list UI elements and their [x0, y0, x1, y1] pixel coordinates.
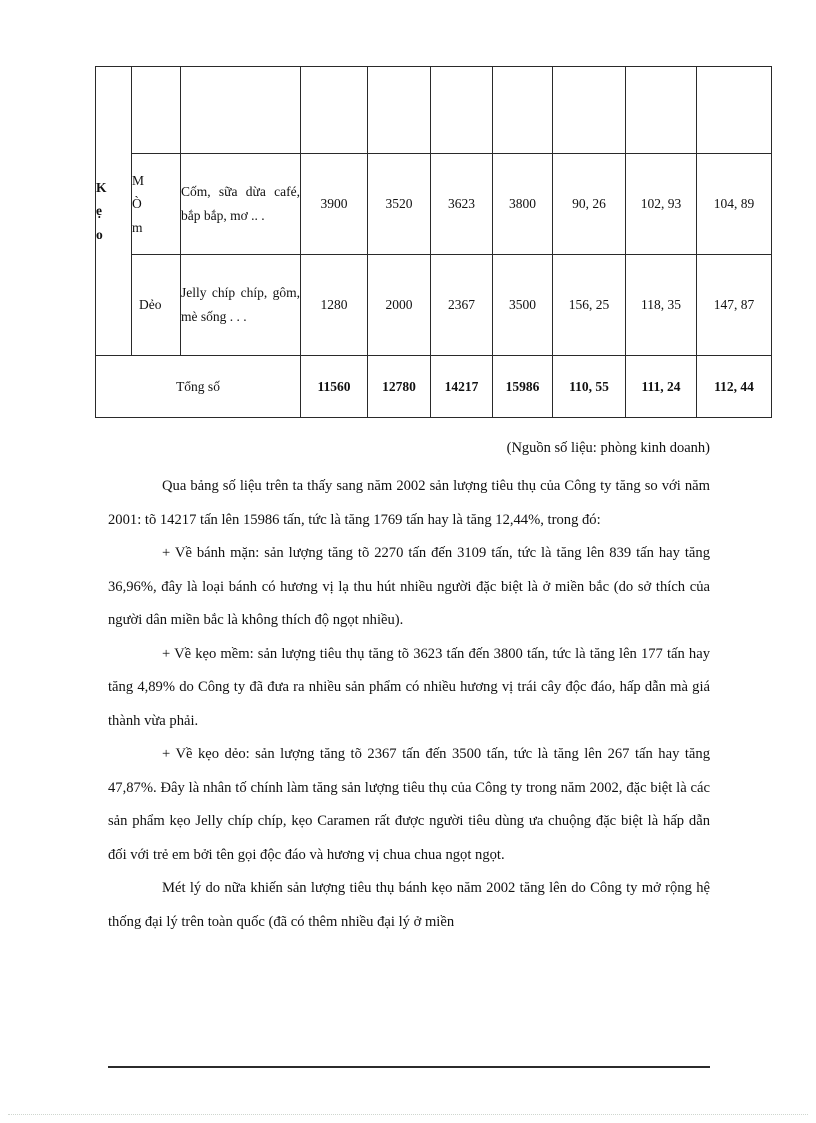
total-value: 110, 55 — [552, 355, 626, 418]
blank-cell-group — [131, 66, 181, 154]
total-value: 111, 24 — [625, 355, 697, 418]
cell-value: 90, 26 — [552, 153, 626, 255]
keo-char-2: ẹ — [96, 203, 102, 219]
cell-value: 102, 93 — [625, 153, 697, 255]
desc-line-3: sống . . . — [200, 309, 247, 324]
desc-line-1: Cốm, sữa dừa — [181, 184, 266, 200]
desc-line-2: café, bắp bắp, — [181, 184, 300, 223]
paragraph: + Về kẹo mềm: sản lượng tiêu thụ tăng tõ… — [108, 645, 710, 729]
keo-char-1: K — [96, 179, 107, 195]
table-row-total: Tổng số 11560 12780 14217 15986 110, 55 … — [95, 355, 772, 418]
blank-cell-v6 — [625, 66, 697, 154]
cell-value: 1280 — [300, 254, 368, 356]
cell-value: 3900 — [300, 153, 368, 255]
row-description-mom: Cốm, sữa dừa café, bắp bắp, mơ .. . — [180, 153, 301, 255]
cell-value: 156, 25 — [552, 254, 626, 356]
blank-cell-v7 — [696, 66, 772, 154]
footer-divider — [108, 1066, 710, 1068]
desc-line-1: Jelly chíp — [181, 285, 236, 301]
row-group-mom: M Ò m — [131, 153, 181, 255]
production-table: K ẹ o M Ò — [95, 66, 772, 418]
blank-cell-v5 — [552, 66, 626, 154]
cell-value: 3623 — [430, 153, 493, 255]
cell-value: 3520 — [367, 153, 431, 255]
group-line-1: M — [132, 172, 145, 188]
blank-cell-desc — [180, 66, 301, 154]
row-description-deo: Jelly chíp chíp, gôm, mè sống . . . — [180, 254, 301, 356]
group-line-2: Ò — [132, 196, 142, 212]
total-value: 15986 — [492, 355, 553, 418]
blank-cell-v1 — [300, 66, 368, 154]
table-row: M Ò m Cốm, sữa dừa café, bắp bắp, mơ .. … — [96, 153, 772, 255]
total-value: 14217 — [430, 355, 493, 418]
paragraph: Qua bảng số liệu trên ta thấy sang năm 2… — [108, 478, 710, 528]
row-group-label-keo: K ẹ o — [95, 66, 132, 356]
row-group-deo: Dẻo — [131, 254, 181, 356]
table-row-header-blank: K ẹ o — [95, 66, 772, 356]
total-value: 11560 — [300, 355, 368, 418]
paragraph: + Về kẹo dẻo: sản lượng tăng tõ 2367 tấn… — [108, 746, 710, 863]
cell-value: 118, 35 — [625, 254, 697, 356]
keo-char-3: o — [96, 226, 103, 242]
group-line-3: m — [132, 219, 143, 235]
cell-value: 2367 — [430, 254, 493, 356]
paragraph: Mét lý do nữa khiến sản lượng tiêu thụ b… — [108, 880, 710, 930]
cell-value: 3800 — [492, 153, 553, 255]
blank-cell-v3 — [430, 66, 493, 154]
source-note: (Nguồn số liệu: phòng kinh doanh) — [506, 440, 710, 456]
table-row: Dẻo Jelly chíp chíp, gôm, mè sống . . . … — [96, 254, 772, 356]
total-label: Tổng số — [95, 355, 301, 418]
group-line-1: Dẻo — [139, 297, 162, 313]
total-value: 12780 — [367, 355, 431, 418]
paragraph: + Về bánh mặn: sản lượng tăng tõ 2270 tấ… — [108, 545, 710, 628]
blank-cell-v2 — [367, 66, 431, 154]
desc-line-2: chíp, gôm, mè — [181, 285, 301, 324]
body-text: Qua bảng số liệu trên ta thấy sang năm 2… — [108, 470, 710, 939]
data-table-container: K ẹ o M Ò — [95, 66, 772, 418]
cell-value: 104, 89 — [696, 153, 772, 255]
page-bottom-dotted-line — [8, 1114, 808, 1115]
desc-line-3: mơ .. . — [230, 208, 265, 223]
cell-value: 2000 — [367, 254, 431, 356]
cell-value: 147, 87 — [696, 254, 772, 356]
cell-value: 3500 — [492, 254, 553, 356]
blank-cell-v4 — [492, 66, 553, 154]
total-value: 112, 44 — [696, 355, 772, 418]
